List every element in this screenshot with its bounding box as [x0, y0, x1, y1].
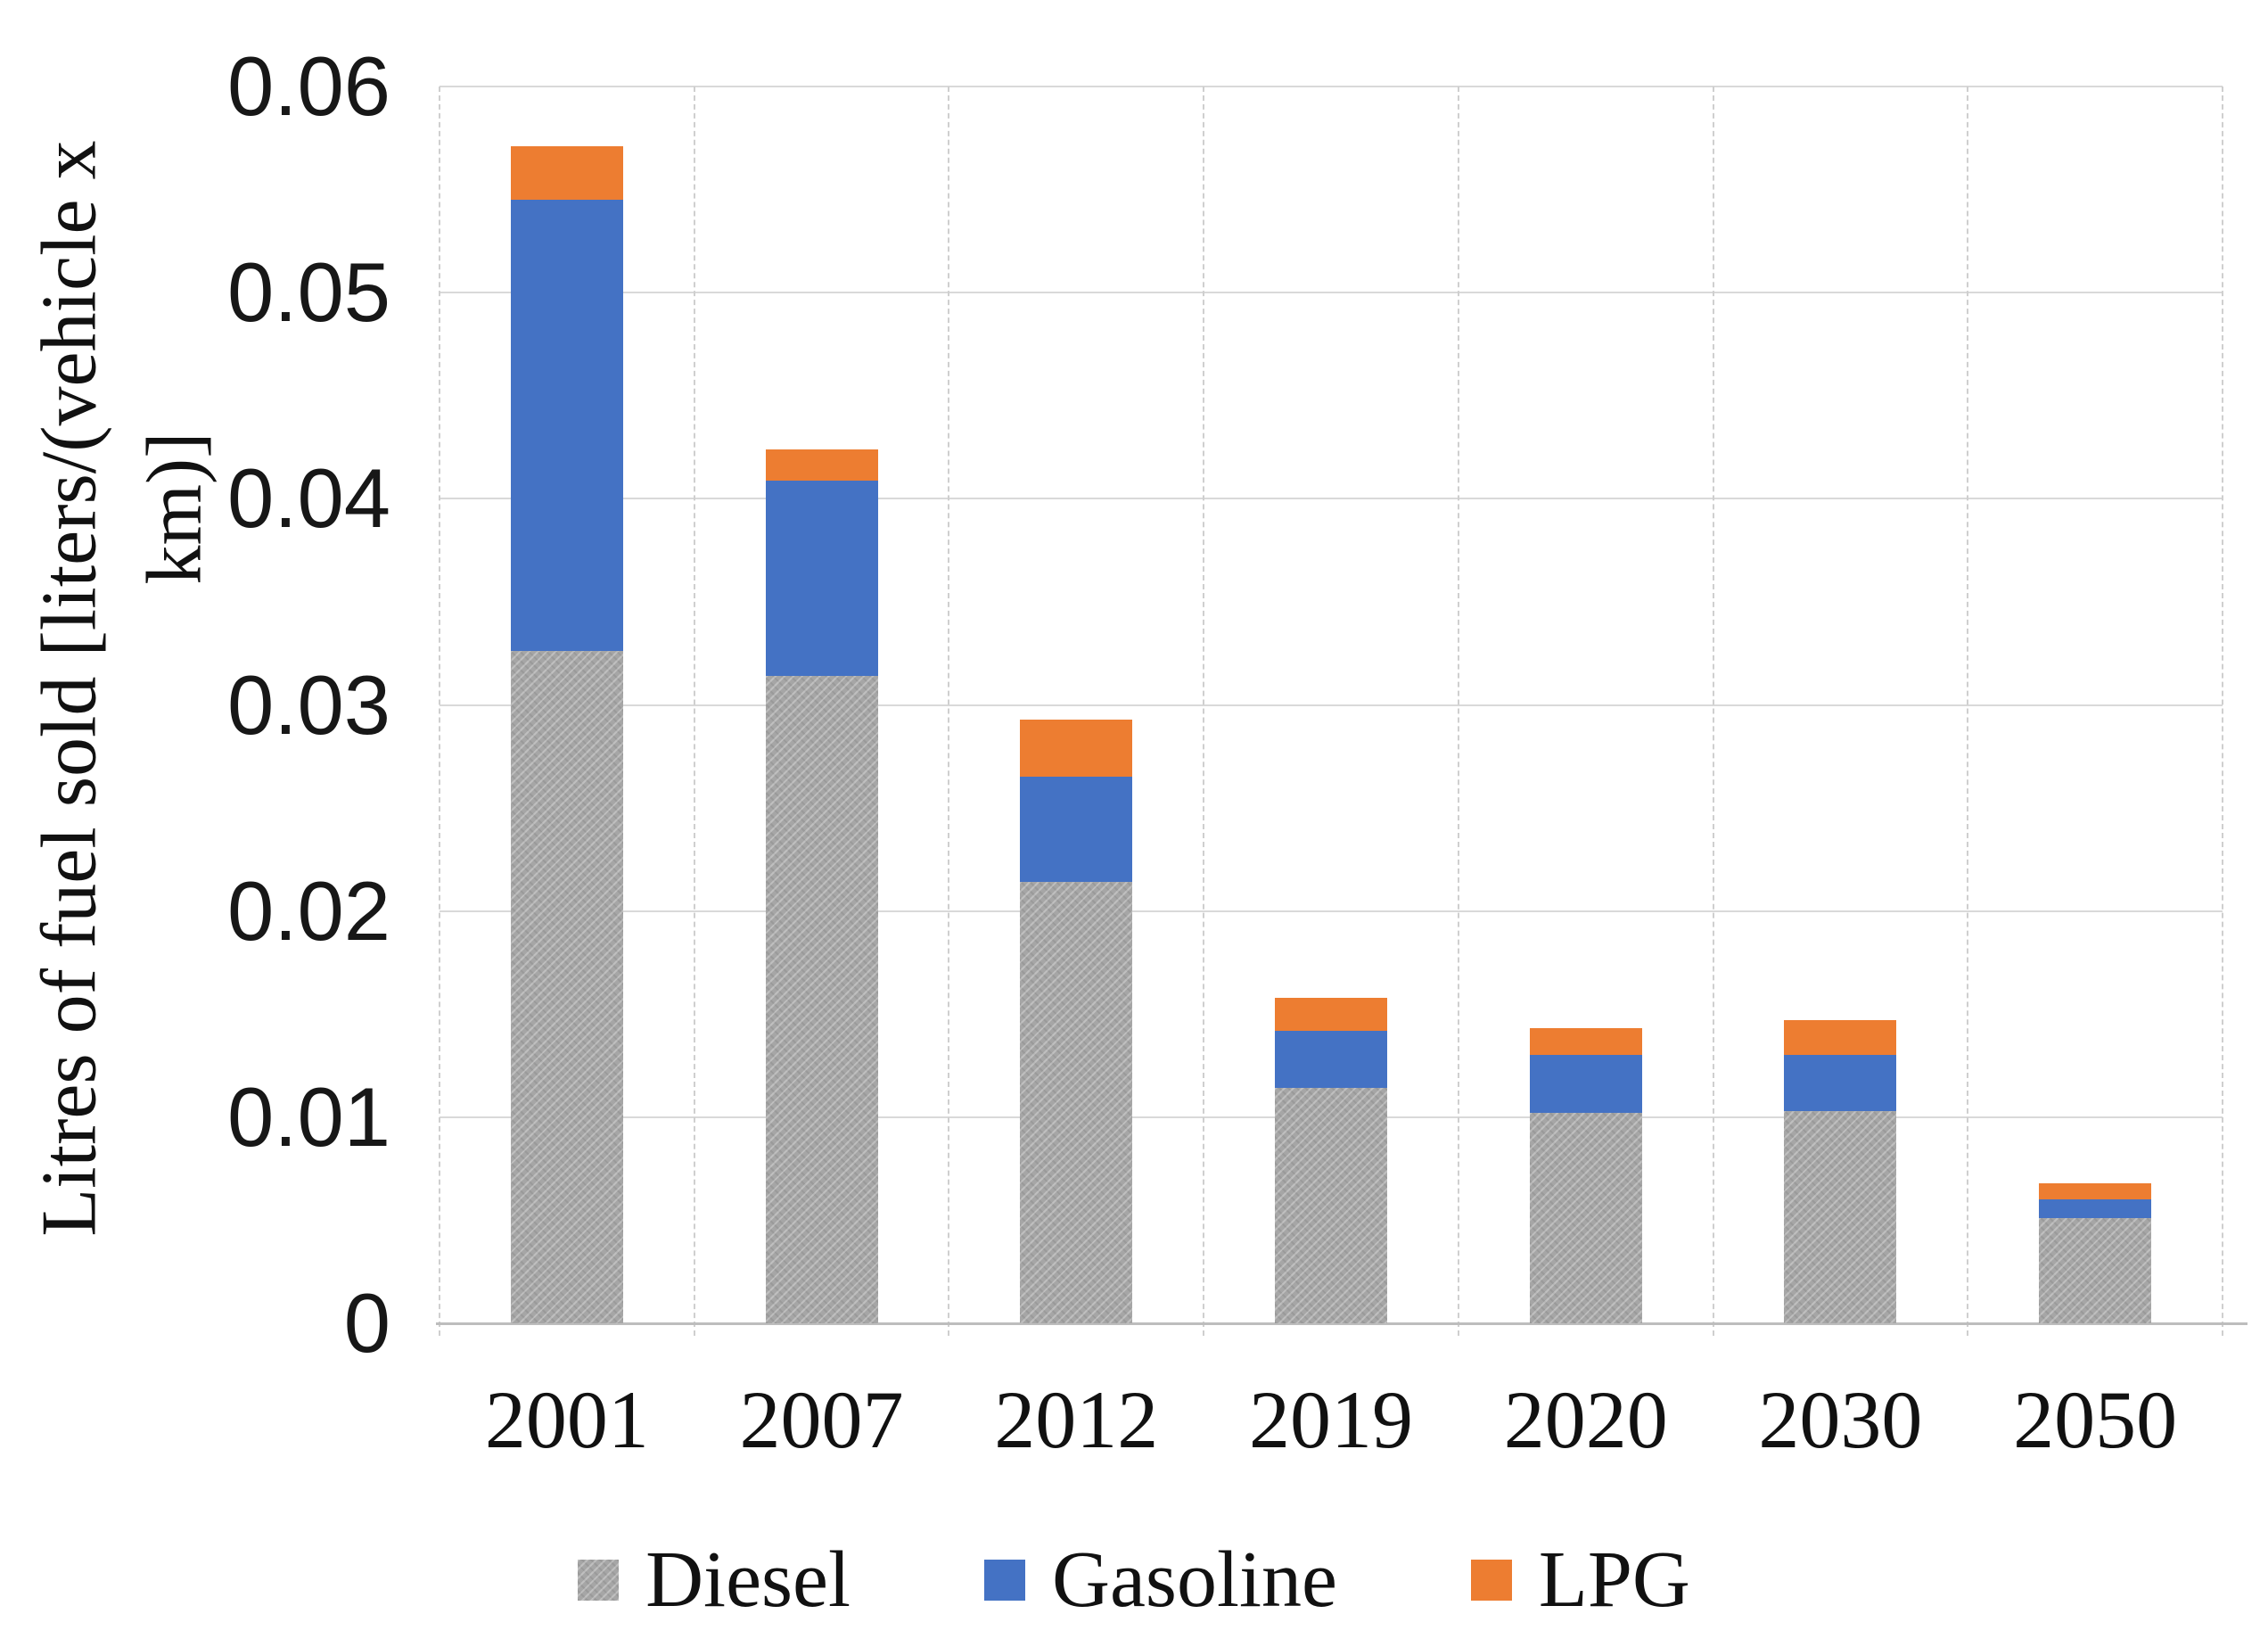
v-gridline — [1203, 86, 1205, 1336]
x-tick-label: 2050 — [2013, 1374, 2178, 1465]
bar-segment-2001-lpg — [510, 146, 623, 201]
bar-segment-2020-lpg — [1529, 1028, 1642, 1056]
bar-segment-2019-diesel — [1275, 1088, 1387, 1323]
bar-segment-2050-diesel — [2039, 1218, 2152, 1323]
bar-segment-2030-gasoline — [1784, 1055, 1897, 1111]
y-tick-label: 0.05 — [227, 245, 390, 340]
legend-label-gasoline: Gasoline — [1051, 1536, 1337, 1624]
h-gridline — [440, 910, 2223, 912]
v-gridline — [1457, 86, 1459, 1336]
x-axis-line — [436, 1322, 2247, 1325]
y-tick-label: 0 — [343, 1276, 390, 1370]
x-tick-label: 2012 — [994, 1374, 1159, 1465]
h-gridline — [440, 86, 2223, 87]
x-tick-label: 2030 — [1758, 1374, 1923, 1465]
h-gridline — [440, 292, 2223, 294]
gasoline-swatch-icon — [983, 1560, 1025, 1601]
bar-segment-2050-lpg — [2039, 1182, 2152, 1200]
bar-segment-2019-gasoline — [1275, 1030, 1387, 1089]
bar-segment-2012-lpg — [1020, 719, 1133, 778]
y-tick-label: 0.01 — [227, 1069, 390, 1164]
v-gridline — [948, 86, 950, 1336]
legend-item-diesel: Diesel — [578, 1536, 850, 1625]
y-tick-label: 0.04 — [227, 451, 390, 546]
y-tick-label: 0.03 — [227, 657, 390, 752]
x-tick-label: 2007 — [739, 1374, 904, 1465]
legend-item-gasoline: Gasoline — [983, 1536, 1337, 1625]
v-gridline — [693, 86, 695, 1336]
h-gridline — [440, 498, 2223, 500]
v-gridline — [1967, 86, 1969, 1336]
x-tick-label: 2019 — [1248, 1374, 1413, 1465]
x-tick-label: 2020 — [1503, 1374, 1668, 1465]
plot-area — [436, 86, 2247, 1336]
bar-segment-2030-lpg — [1784, 1020, 1897, 1056]
legend-item-lpg: LPG — [1470, 1536, 1690, 1625]
bar-segment-2020-gasoline — [1529, 1055, 1642, 1114]
bar-segment-2019-lpg — [1275, 997, 1387, 1031]
bar-segment-2007-lpg — [765, 449, 878, 481]
y-tick-label: 0.02 — [227, 863, 390, 958]
bar-segment-2007-diesel — [765, 676, 878, 1323]
bar-segment-2020-diesel — [1529, 1113, 1642, 1323]
lpg-swatch-icon — [1470, 1560, 1512, 1601]
y-tick-label: 0.06 — [227, 39, 390, 133]
v-gridline — [439, 86, 440, 1336]
diesel-swatch-icon — [578, 1560, 620, 1601]
bar-segment-2012-diesel — [1020, 882, 1133, 1323]
legend-label-lpg: LPG — [1538, 1536, 1690, 1624]
v-gridline — [1712, 86, 1714, 1336]
bar-segment-2030-diesel — [1784, 1110, 1897, 1323]
bar-segment-2050-gasoline — [2039, 1199, 2152, 1219]
bar-segment-2007-gasoline — [765, 480, 878, 677]
bar-segment-2001-diesel — [510, 651, 623, 1323]
bar-segment-2012-gasoline — [1020, 777, 1133, 883]
v-gridline — [2222, 86, 2223, 1336]
x-tick-label: 2001 — [484, 1374, 649, 1465]
h-gridline — [440, 704, 2223, 706]
bar-segment-2001-gasoline — [510, 200, 623, 652]
legend-label-diesel: Diesel — [645, 1536, 850, 1624]
legend: Diesel Gasoline LPG — [0, 1527, 2268, 1634]
